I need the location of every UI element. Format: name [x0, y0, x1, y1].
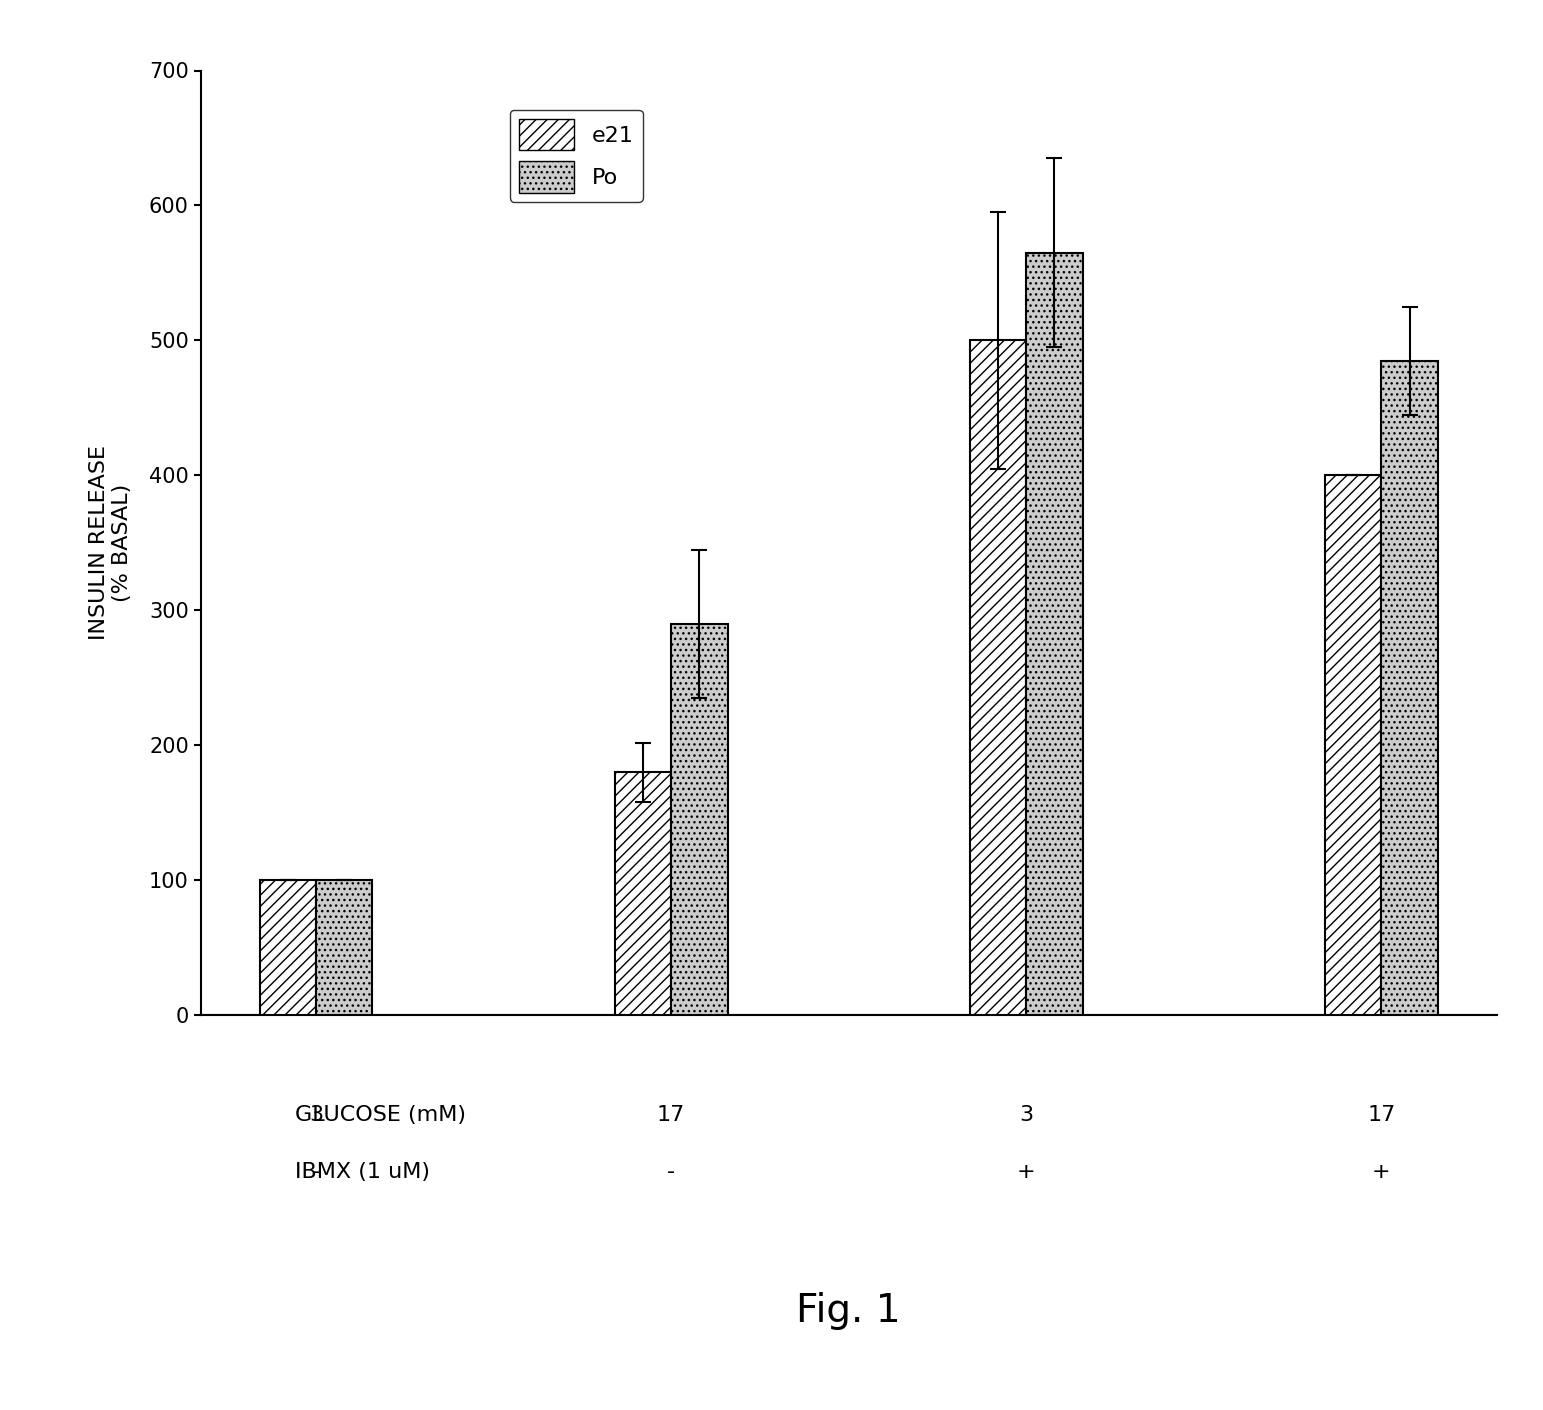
Bar: [614, 773, 671, 1015]
Bar: [969, 340, 1026, 1015]
Text: 3: 3: [309, 1105, 322, 1125]
Text: 17: 17: [657, 1105, 685, 1125]
Text: -: -: [312, 1162, 319, 1182]
Text: +: +: [1017, 1162, 1035, 1182]
Text: IBMX (1 uM): IBMX (1 uM): [295, 1162, 430, 1182]
Text: -: -: [667, 1162, 676, 1182]
Bar: [671, 623, 728, 1015]
Bar: [1381, 361, 1438, 1015]
Bar: [316, 880, 372, 1015]
Text: 17: 17: [1367, 1105, 1395, 1125]
Text: GLUCOSE (mM): GLUCOSE (mM): [295, 1105, 466, 1125]
Text: 3: 3: [1018, 1105, 1034, 1125]
Text: +: +: [1372, 1162, 1390, 1182]
Bar: [1026, 252, 1083, 1015]
Bar: [259, 880, 316, 1015]
Bar: [1325, 475, 1381, 1015]
Text: Fig. 1: Fig. 1: [796, 1293, 901, 1330]
Y-axis label: INSULIN RELEASE
(% BASAL): INSULIN RELEASE (% BASAL): [89, 446, 133, 640]
Legend: e21, Po: e21, Po: [509, 110, 643, 202]
